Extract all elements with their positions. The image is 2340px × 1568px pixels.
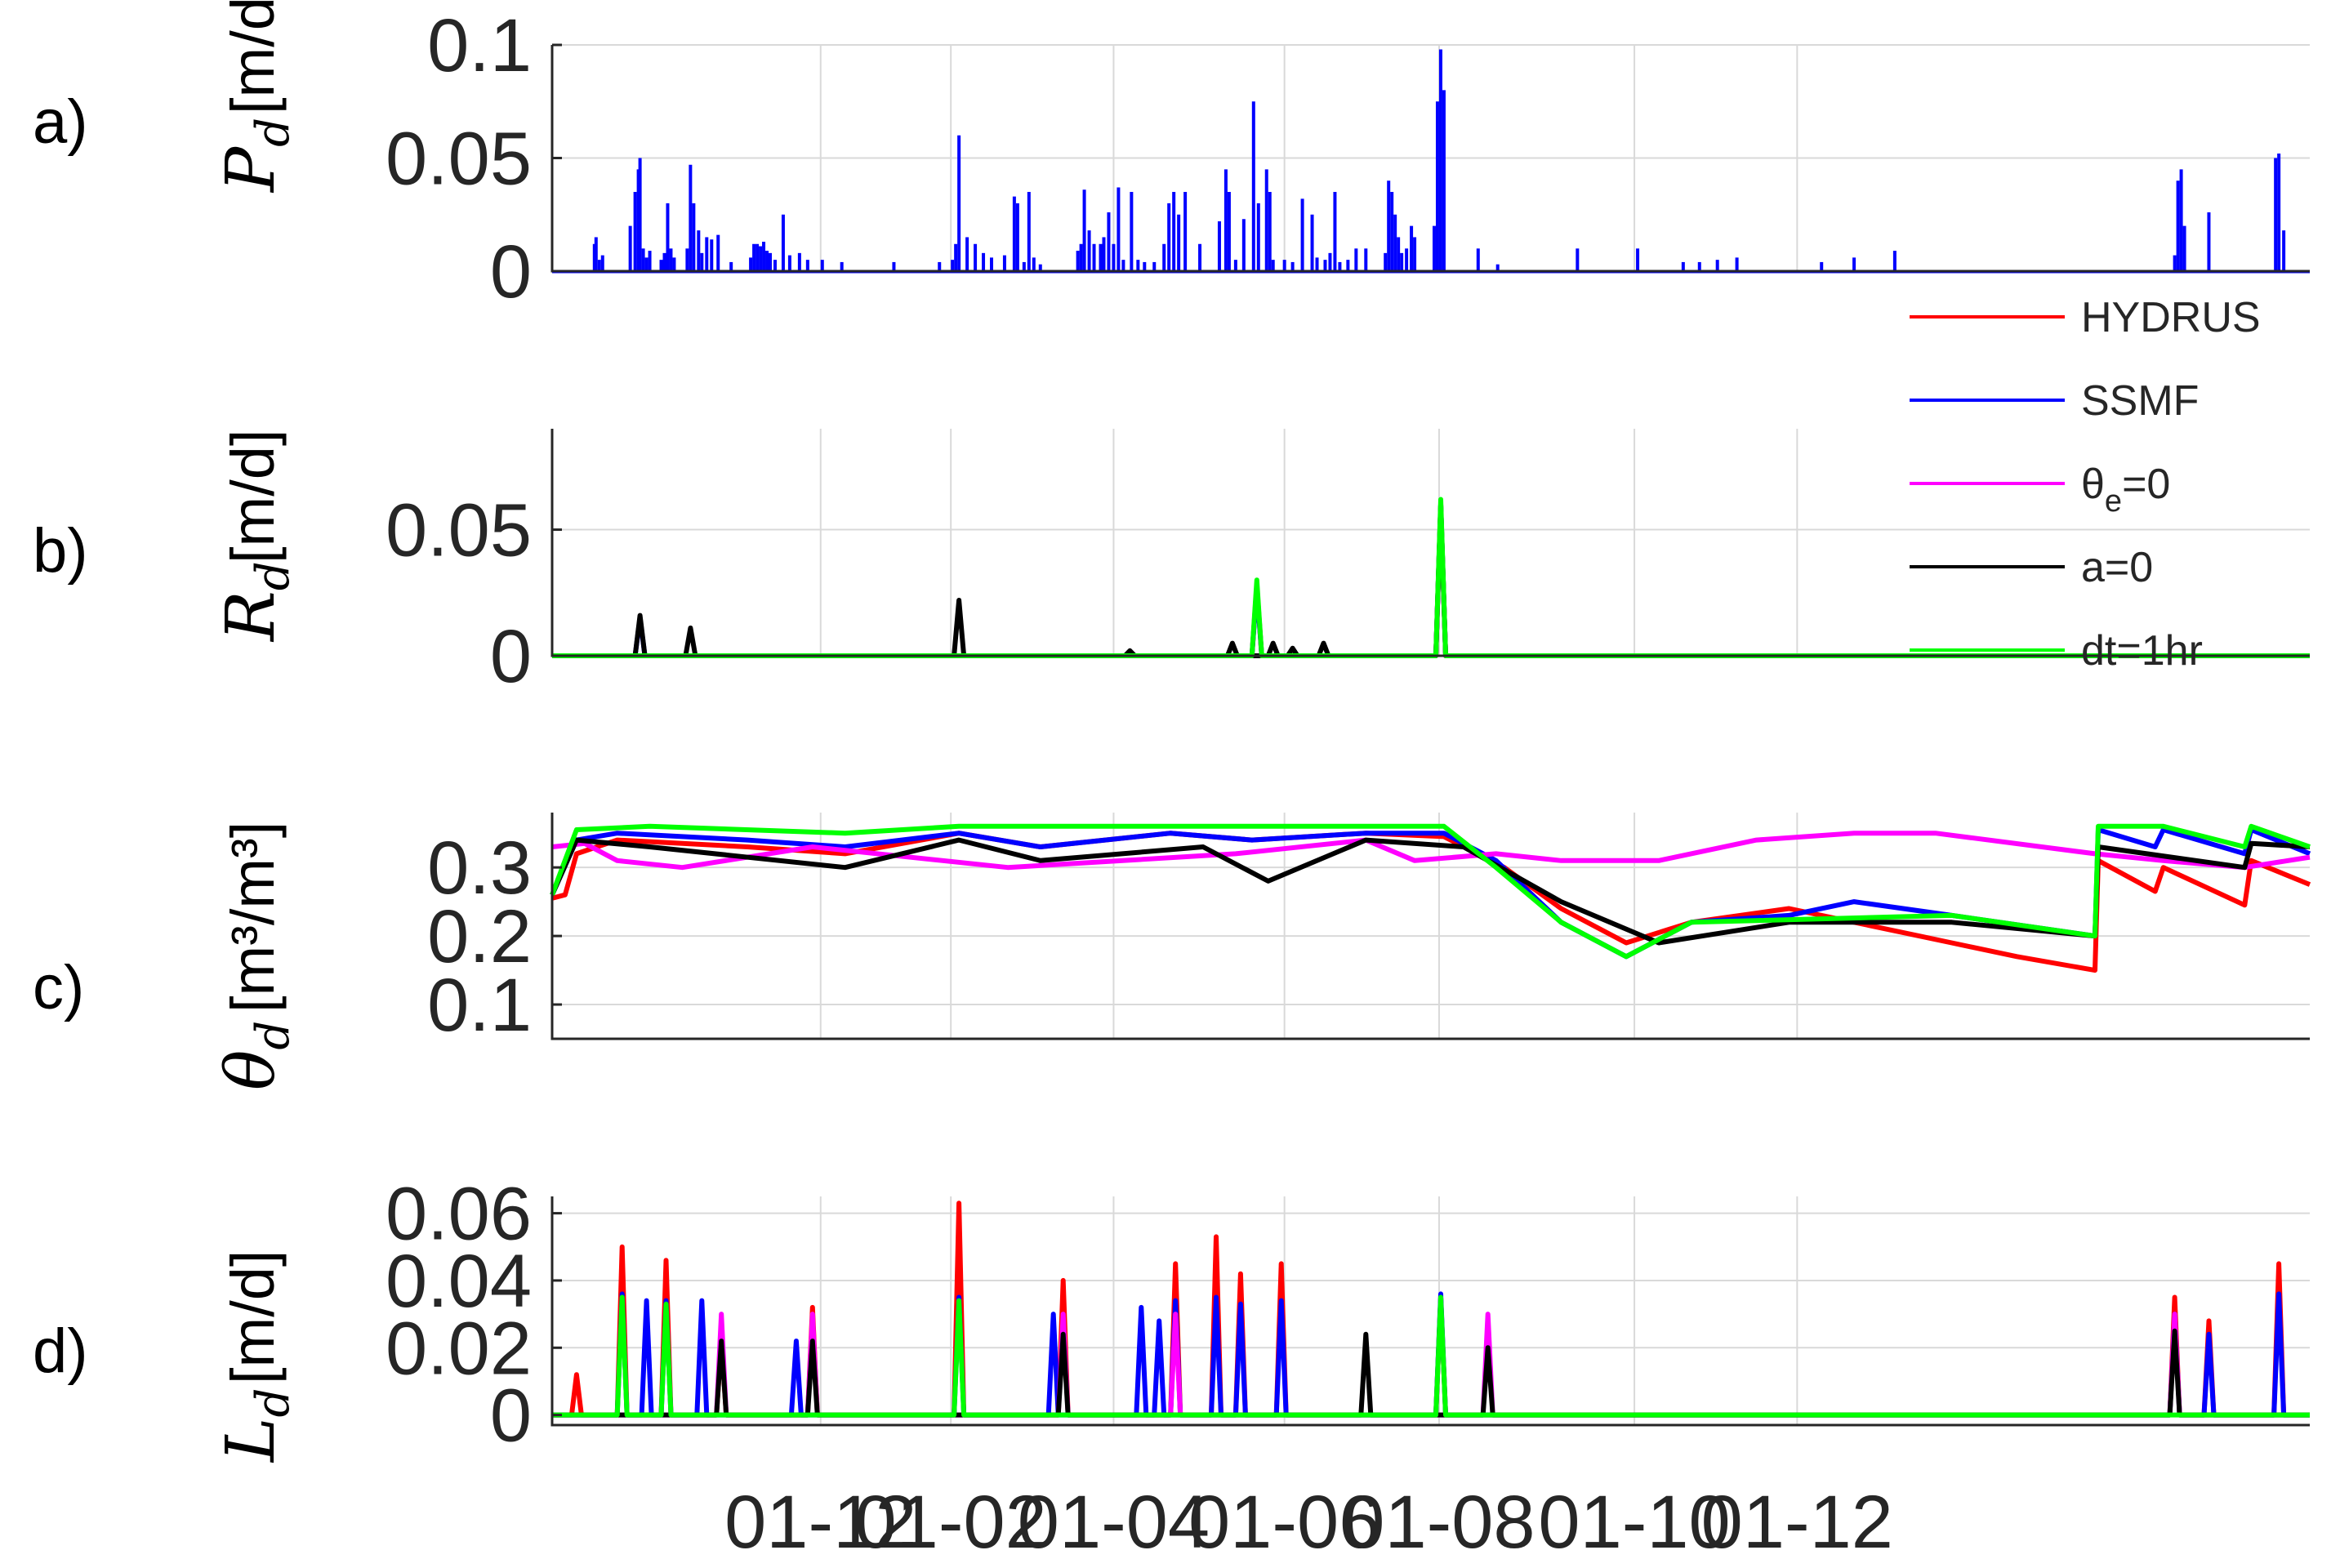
xtick-label: 01-04 xyxy=(1018,1481,1210,1564)
axis-lines xyxy=(550,813,2310,1040)
xtick-label: 01-12 xyxy=(1701,1481,1893,1564)
series-line-SSMF xyxy=(552,501,2310,658)
axis-lines xyxy=(550,1196,2310,1427)
panel-label-a: a) xyxy=(33,87,88,157)
legend-label: θe=0 xyxy=(2081,461,2170,519)
xtick-label: 01-10 xyxy=(1538,1481,1730,1564)
panel-label-c: c) xyxy=(33,953,84,1022)
series-line-dt=1hr xyxy=(550,823,2311,960)
xtick-label: 01-12 xyxy=(724,1481,916,1564)
ytick-label: 0.05 xyxy=(386,118,532,201)
ylabel-a-sub: d xyxy=(247,118,300,147)
ylabel-b-symbol: R xyxy=(212,590,290,643)
series-line-HYDRUS xyxy=(552,501,2310,658)
ytick-label: 0.06 xyxy=(386,1173,532,1256)
panel-c: 0.10.20.3 xyxy=(427,813,2311,1047)
ytick-label: 0.04 xyxy=(386,1240,532,1323)
svg-text:θd: θd xyxy=(212,1021,300,1090)
series-line-a=0 xyxy=(552,501,2310,658)
svg-text:Pd: Pd xyxy=(212,118,300,194)
ylabel-c-symbol: θ xyxy=(212,1050,290,1090)
ytick-label: 0.3 xyxy=(427,826,532,910)
series-line-dt=1hr xyxy=(552,1294,2310,1418)
ylabel-d-sub: d xyxy=(247,1388,300,1418)
ylabel-a-symbol: P xyxy=(212,145,290,194)
legend-label: HYDRUS xyxy=(2081,294,2261,341)
ylabel-d-symbol: L xyxy=(212,1418,290,1463)
ylabel-c-sub: d xyxy=(247,1021,300,1050)
ylabel-a-unit: [m/d] xyxy=(219,0,287,114)
xtick-label: 01-02 xyxy=(855,1481,1047,1564)
ytick-label: 0.2 xyxy=(427,895,532,978)
ylabel-c-unit: [m³/m³] xyxy=(219,822,287,1013)
panel-label-b: b) xyxy=(33,516,88,586)
ylabel-b: Rd [m/d] xyxy=(212,430,300,643)
legend-label: dt=1hr xyxy=(2081,627,2203,675)
ylabel-d: Ld [m/d] xyxy=(212,1250,300,1463)
panel-a: 0 0.05 0.1 xyxy=(386,4,2310,314)
svg-text:Ld: Ld xyxy=(212,1388,300,1463)
xtick-label: 01-08 xyxy=(1343,1481,1535,1564)
ytick-label: 0 xyxy=(490,230,532,314)
axis-lines xyxy=(550,429,2310,657)
panel-b: 00.05 xyxy=(386,429,2310,698)
panel-label-d: d) xyxy=(33,1316,88,1386)
ylabel-b-sub: d xyxy=(247,561,300,590)
ytick-label: 0 xyxy=(490,615,532,698)
xtick-label: 01-06 xyxy=(1188,1481,1380,1564)
ylabel-b-unit: [m/d] xyxy=(219,430,287,564)
legend: HYDRUS SSMF θe=0 a=0 dt=1hr xyxy=(1910,294,2261,675)
ytick-label: 0.02 xyxy=(386,1307,532,1390)
series-line-HYDRUS xyxy=(551,831,2311,973)
series-line-dt=1hr xyxy=(552,497,2310,658)
ylabel-c: θd [m³/m³] xyxy=(212,822,300,1090)
ytick-label: 0.1 xyxy=(427,4,532,87)
ytick-label: 0.1 xyxy=(427,964,532,1047)
ytick-label: 0 xyxy=(490,1374,532,1458)
series-line-θe=0 xyxy=(552,506,2310,658)
ylabel-d-unit: [m/d] xyxy=(219,1250,287,1384)
ytick-label: 0.05 xyxy=(386,489,532,572)
legend-label: SSMF xyxy=(2081,377,2199,425)
ylabel-a: Pd [m/d] xyxy=(212,0,300,194)
svg-text:Rd: Rd xyxy=(212,561,300,643)
legend-label: a=0 xyxy=(2081,544,2153,591)
